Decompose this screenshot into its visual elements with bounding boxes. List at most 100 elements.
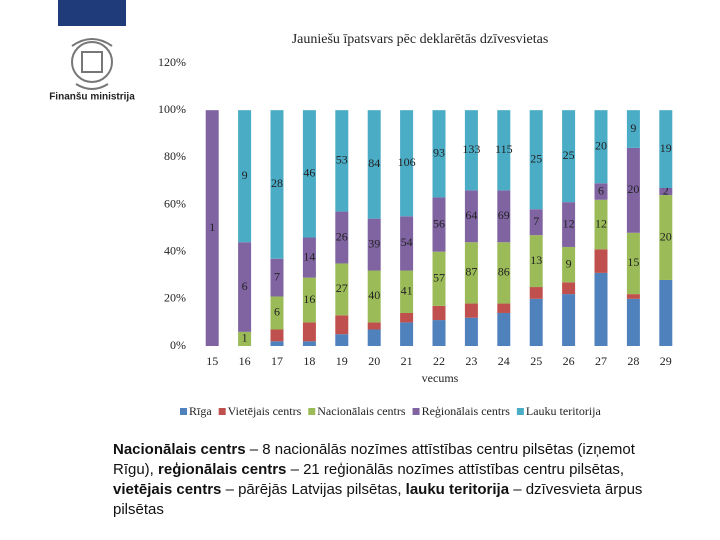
bar-segment <box>594 110 608 184</box>
bar-segment <box>529 209 543 236</box>
data-label: 54 <box>401 235 413 249</box>
bar-segment <box>400 322 414 346</box>
y-tick-label: 120% <box>158 55 186 69</box>
bar-segment <box>270 329 284 342</box>
data-label: 9 <box>566 256 572 270</box>
bar-segment <box>335 315 349 335</box>
data-label: 27 <box>336 281 348 295</box>
bar-segment <box>367 270 381 323</box>
bar-segment <box>464 303 478 318</box>
x-axis-label: vecums <box>422 371 459 385</box>
bar-segment <box>594 272 608 346</box>
bar-segment <box>626 110 640 148</box>
bar-segment <box>270 110 284 259</box>
bar-segment <box>497 303 511 313</box>
bar-segment <box>529 235 543 288</box>
bar-segment <box>562 294 576 346</box>
bar-segment <box>400 110 414 217</box>
bar-segment <box>335 263 349 316</box>
data-label: 39 <box>368 236 380 250</box>
data-label: 20 <box>660 229 672 243</box>
bar-segment <box>626 298 640 346</box>
bar-segment <box>562 110 576 203</box>
x-tick-label: 22 <box>433 354 445 368</box>
bar-segment <box>270 258 284 297</box>
data-label: 12 <box>595 216 607 230</box>
data-label: 53 <box>336 153 348 167</box>
data-label: 87 <box>465 265 477 279</box>
y-tick-label: 100% <box>158 102 186 116</box>
data-label: 1 <box>209 220 215 234</box>
legend-swatch <box>180 408 187 415</box>
legend-label: Vietējais centrs <box>228 404 302 418</box>
x-tick-label: 20 <box>368 354 380 368</box>
note-text: Nacionālais centrs <box>113 441 246 458</box>
note-text: reģionālais centrs <box>158 461 287 478</box>
y-tick-label: 20% <box>164 291 186 305</box>
data-label: 12 <box>563 216 575 230</box>
bar-segment <box>626 294 640 299</box>
data-label: 16 <box>303 292 315 306</box>
bar-segment <box>562 202 576 247</box>
data-label: 19 <box>660 141 672 155</box>
data-label: 40 <box>368 288 380 302</box>
legend-swatch <box>218 408 226 415</box>
note-text: vietējais centrs <box>113 481 222 498</box>
bar-segment <box>529 287 543 299</box>
legend-label: Nacionālais centrs <box>317 404 406 418</box>
data-label: 133 <box>462 142 480 156</box>
data-label: 9 <box>242 168 248 182</box>
bar-segment <box>367 322 381 330</box>
bar-segment <box>367 218 381 271</box>
bar-segment <box>302 237 316 278</box>
bar-segment <box>302 277 316 323</box>
data-label: 86 <box>498 265 510 279</box>
legend-swatch <box>412 408 420 415</box>
data-label: 6 <box>242 279 248 293</box>
y-tick-label: 40% <box>164 243 186 257</box>
bar-segment <box>205 110 219 347</box>
data-label: 14 <box>303 249 315 263</box>
chart-title: Jauniešu īpatsvars pēc deklarētās dzīves… <box>292 32 549 47</box>
legend-swatch <box>516 408 524 415</box>
bar-segment <box>302 341 316 346</box>
bar-segment <box>400 216 414 271</box>
data-label: 1 <box>242 331 248 345</box>
data-label: 26 <box>336 229 348 243</box>
bar-segment <box>626 147 640 233</box>
x-tick-label: 25 <box>530 354 542 368</box>
bar-segment <box>238 242 252 332</box>
data-label: 6 <box>598 183 604 197</box>
bar-segment <box>432 305 446 321</box>
x-tick-label: 16 <box>239 354 251 368</box>
x-tick-label: 15 <box>206 354 218 368</box>
data-label: 9 <box>630 121 636 135</box>
bar-segment <box>562 282 576 295</box>
data-label: 7 <box>533 214 539 228</box>
x-tick-label: 28 <box>627 354 639 368</box>
x-tick-label: 18 <box>303 354 315 368</box>
bar-segment <box>367 329 381 346</box>
bar-segment <box>659 187 673 196</box>
data-label: 64 <box>465 208 477 222</box>
bar-segment <box>400 270 414 313</box>
note-text: lauku teritorija <box>405 481 510 498</box>
data-label: 25 <box>563 148 575 162</box>
bar-segment <box>562 246 576 283</box>
data-label: 115 <box>495 142 513 156</box>
bar-segment <box>659 195 673 280</box>
x-tick-label: 19 <box>336 354 348 368</box>
y-tick-label: 80% <box>164 149 186 163</box>
x-tick-label: 21 <box>401 354 413 368</box>
bar-segment <box>238 331 252 346</box>
data-label: 56 <box>433 216 445 230</box>
bar-segment <box>464 317 478 346</box>
emblem <box>71 38 113 90</box>
bar-segment <box>626 232 640 295</box>
bar-segment <box>335 334 349 346</box>
legend-label: Rīga <box>189 404 212 418</box>
data-label: 7 <box>274 269 280 283</box>
note-text: – 21 reģionālās nozīmes attīstības centr… <box>286 461 625 478</box>
bar-segment <box>335 110 349 212</box>
